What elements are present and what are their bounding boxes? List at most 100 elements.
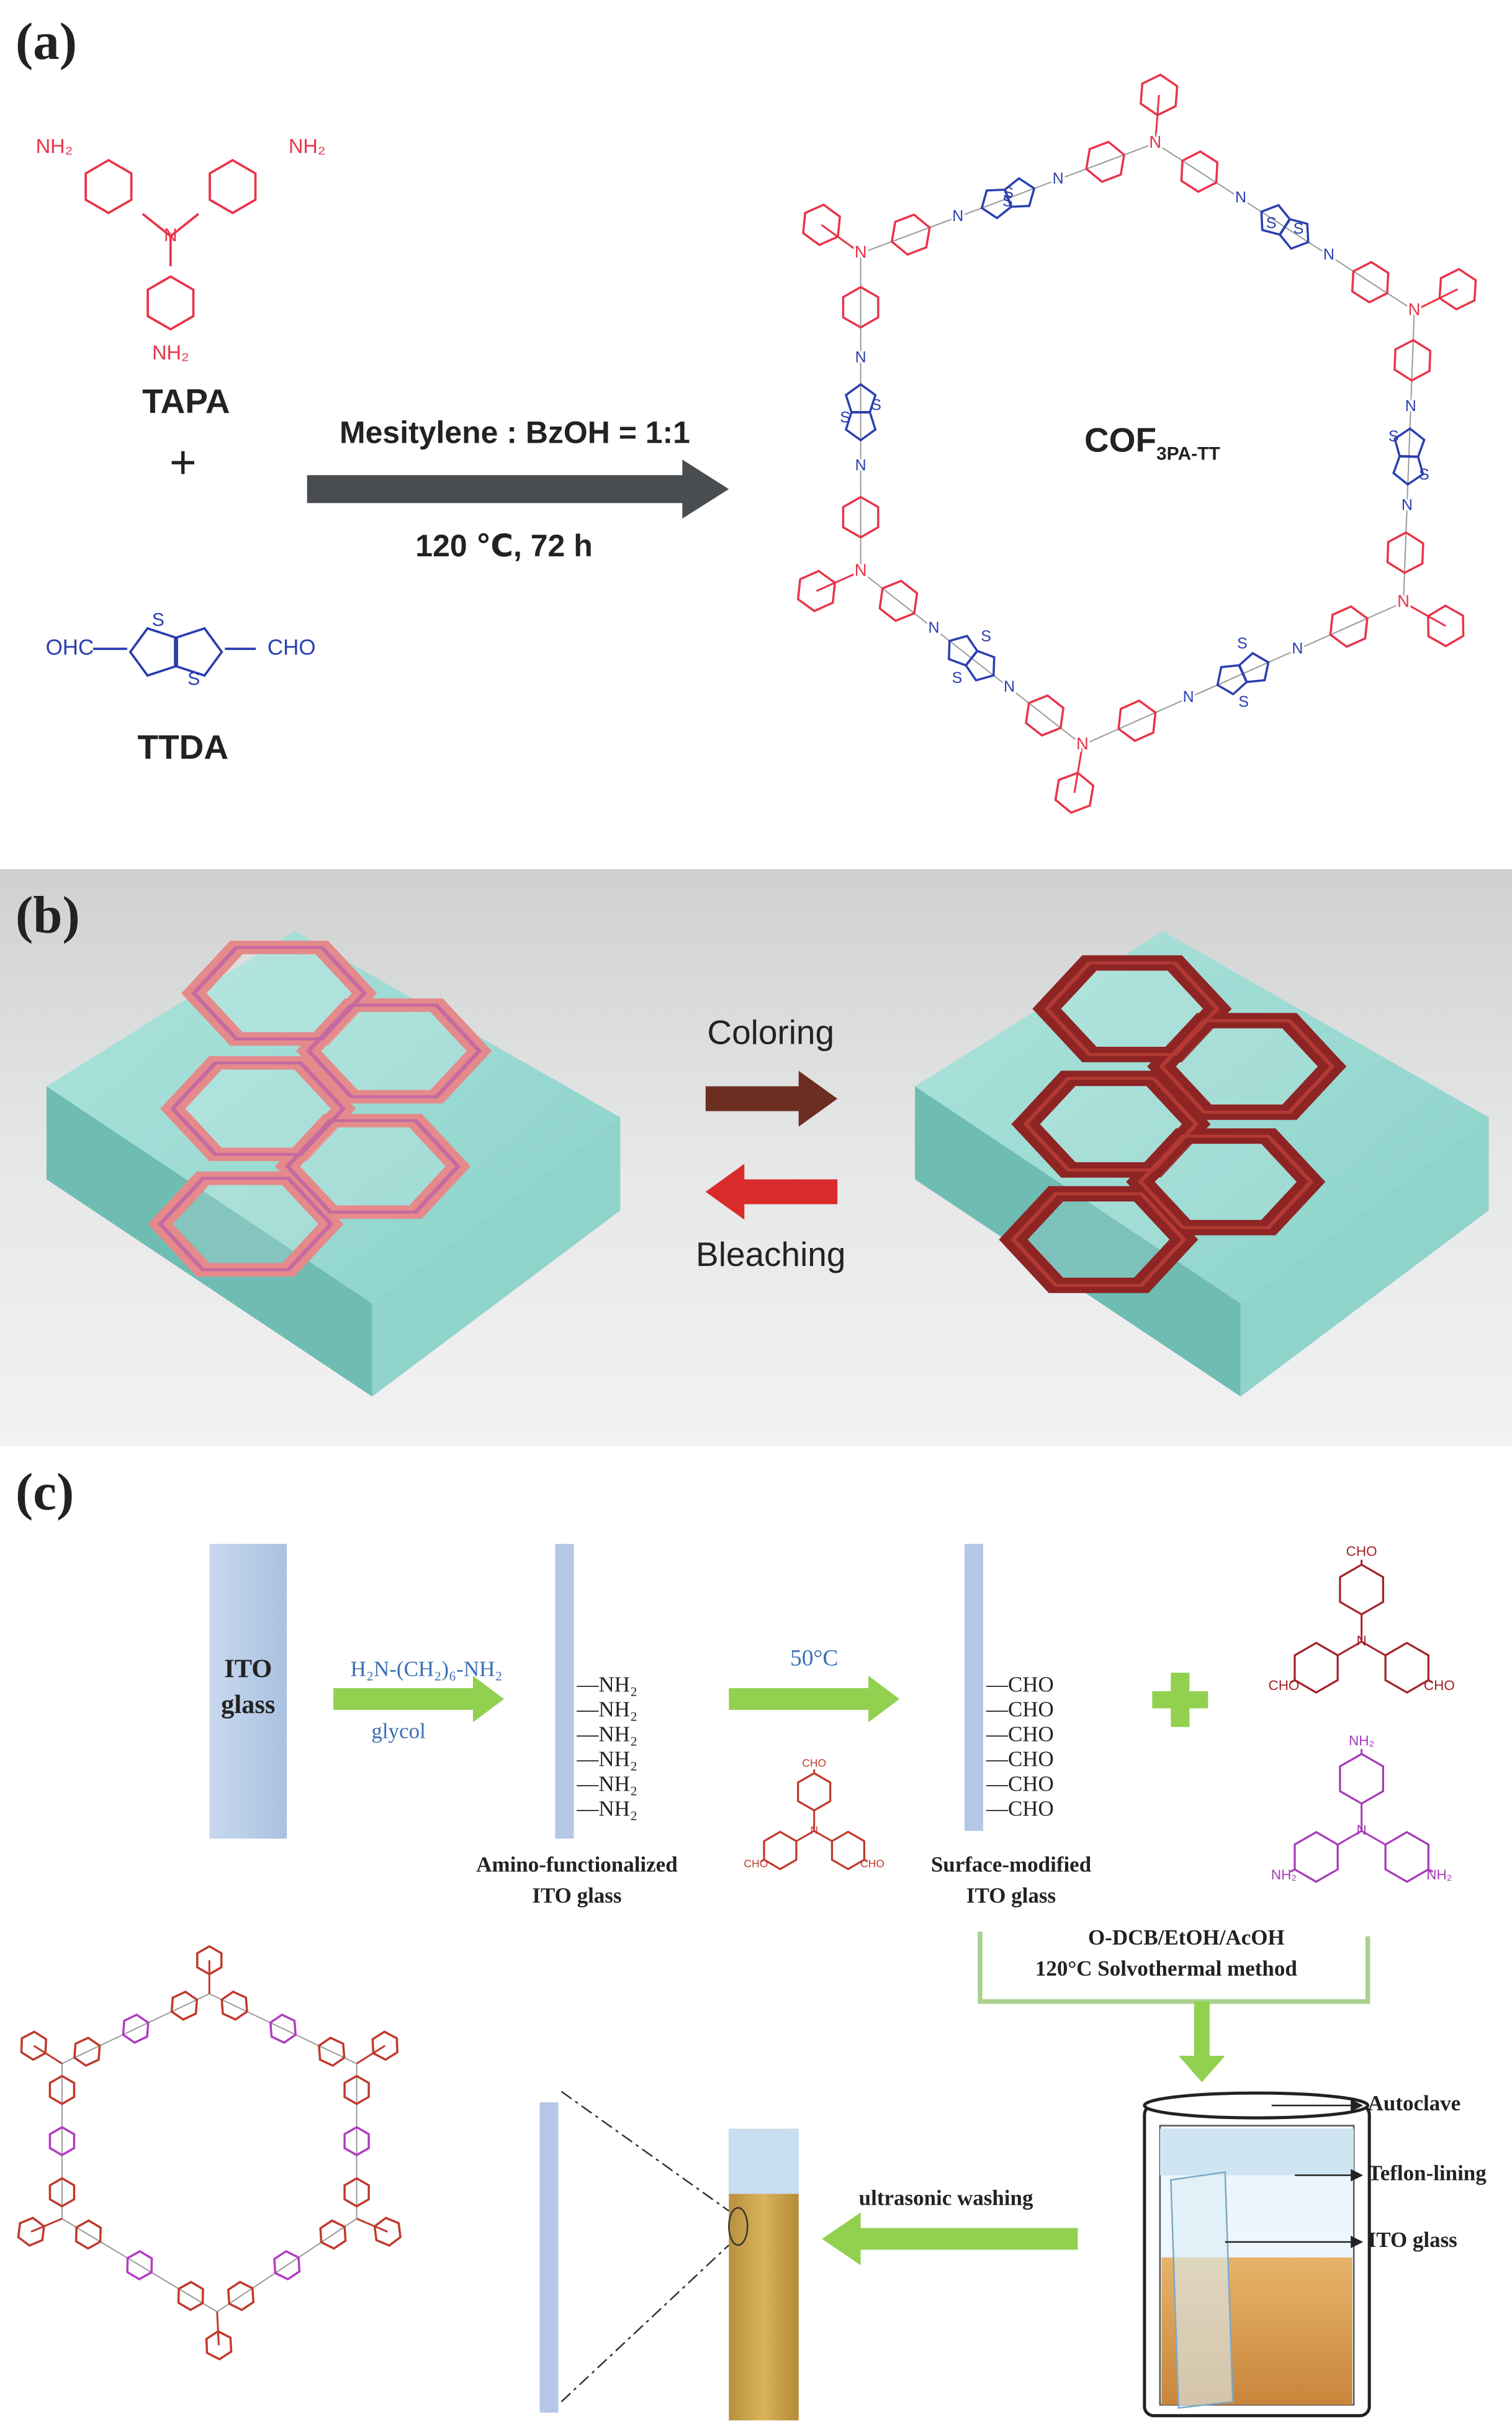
step-arrow	[822, 2212, 1078, 2266]
bond	[1361, 1830, 1386, 1846]
atom-label: N	[1292, 640, 1303, 658]
group-label: CHO	[1424, 1678, 1455, 1693]
ring	[343, 2177, 370, 2208]
reagent: H₂N-(CH₂)₆-NH₂	[351, 1657, 503, 1681]
ring	[830, 1830, 866, 1871]
ring	[1438, 268, 1477, 311]
ring	[84, 158, 133, 215]
bond	[1413, 288, 1459, 312]
group-label: CHO	[1346, 1543, 1377, 1559]
ring	[797, 1772, 832, 1812]
ring	[273, 2249, 301, 2280]
bond	[216, 2312, 220, 2346]
ring	[177, 2280, 204, 2312]
atom-label: S	[1419, 466, 1429, 484]
framework-cell	[1147, 1013, 1347, 1120]
caption: ITO glass	[966, 1883, 1056, 1907]
panel-label: (b)	[16, 886, 80, 944]
atom-label: S	[1003, 184, 1014, 202]
ring	[170, 1990, 199, 2021]
surface-group: —CHO	[986, 1747, 1054, 1771]
atom-label: N	[1402, 497, 1413, 514]
ring	[1238, 651, 1270, 684]
surface-group: —CHO	[986, 1722, 1054, 1747]
reagent: 50°C	[790, 1646, 838, 1671]
atom-label: S	[840, 409, 850, 427]
reaction-condition: ultrasonic washing	[859, 2186, 1033, 2210]
ring	[1180, 150, 1219, 193]
slab-label: ITO	[224, 1654, 272, 1683]
bond	[1290, 1868, 1295, 1873]
bond	[61, 1993, 210, 2064]
atom-label: N	[1408, 300, 1421, 319]
ring	[227, 2280, 255, 2312]
atom-label: N	[1183, 689, 1194, 706]
coloring-arrow	[705, 1070, 838, 1127]
ring	[878, 579, 919, 622]
reaction-condition: 120°C Solvothermal method	[1035, 1956, 1297, 1981]
atom-label: N	[855, 457, 866, 474]
panel-c-shapes	[209, 1543, 1371, 2421]
ring	[1427, 604, 1465, 648]
bond	[1073, 744, 1084, 793]
atom-label: N	[1323, 246, 1334, 263]
ring	[842, 495, 880, 539]
glass-edge	[1240, 1117, 1489, 1397]
panel-label: (c)	[16, 1463, 74, 1521]
ring	[1294, 1642, 1339, 1694]
framework-cell	[295, 998, 492, 1104]
ring	[220, 1990, 248, 2021]
ring	[176, 626, 223, 677]
bond	[142, 213, 172, 237]
reagent: glycol	[371, 1719, 426, 1743]
framework-cell	[1010, 1192, 1187, 1287]
bond	[1361, 1640, 1386, 1656]
ito-glass-slab	[539, 2102, 559, 2413]
ito-glass-slab	[965, 1543, 984, 1831]
atom-label: N	[164, 225, 178, 245]
surface-group: —NH₂	[576, 1796, 637, 1820]
bond	[1337, 1830, 1362, 1846]
ring	[1339, 1563, 1385, 1616]
ring	[48, 2126, 76, 2157]
component-label: ITO glass	[1368, 2228, 1457, 2252]
framework-cell	[1138, 1134, 1314, 1229]
ring	[1294, 1831, 1339, 1883]
bond	[30, 2218, 63, 2233]
ring	[371, 2030, 398, 2061]
ring	[1393, 338, 1432, 382]
atom-label: S	[952, 669, 963, 687]
surface-group: —CHO	[986, 1673, 1054, 1697]
ring	[1140, 73, 1179, 117]
reaction-condition: O-DCB/EtOH/AcOH	[1088, 1925, 1285, 1950]
framework-cell	[1159, 1019, 1335, 1114]
atom-label: S	[1237, 635, 1248, 653]
bond	[1337, 1640, 1362, 1656]
cof-film-colored	[999, 955, 1347, 1293]
atom-label: N	[1004, 678, 1015, 695]
ring	[122, 2013, 150, 2044]
bond	[796, 1830, 815, 1842]
framework-cell	[305, 1003, 482, 1098]
group-label: CHO	[268, 635, 316, 659]
ito-glass-slab	[555, 1543, 574, 1839]
atom-label: S	[981, 628, 991, 645]
ring	[1054, 771, 1095, 814]
bond	[209, 1993, 358, 2064]
bond	[33, 2045, 63, 2064]
reaction-arrow	[307, 459, 729, 519]
ring	[844, 382, 877, 414]
surface-group: —NH₂	[576, 1747, 637, 1771]
bond	[813, 1830, 833, 1842]
atom-label: S	[1266, 215, 1277, 232]
component-label: Autoclave	[1368, 2091, 1461, 2115]
ring	[1278, 217, 1310, 250]
atom-label: N	[1357, 1822, 1367, 1838]
atom-label: N	[1357, 1633, 1367, 1648]
surface-group: —CHO	[986, 1796, 1054, 1820]
ring	[796, 569, 837, 613]
bleaching-arrow	[705, 1164, 838, 1220]
bracket	[978, 1932, 1370, 2004]
